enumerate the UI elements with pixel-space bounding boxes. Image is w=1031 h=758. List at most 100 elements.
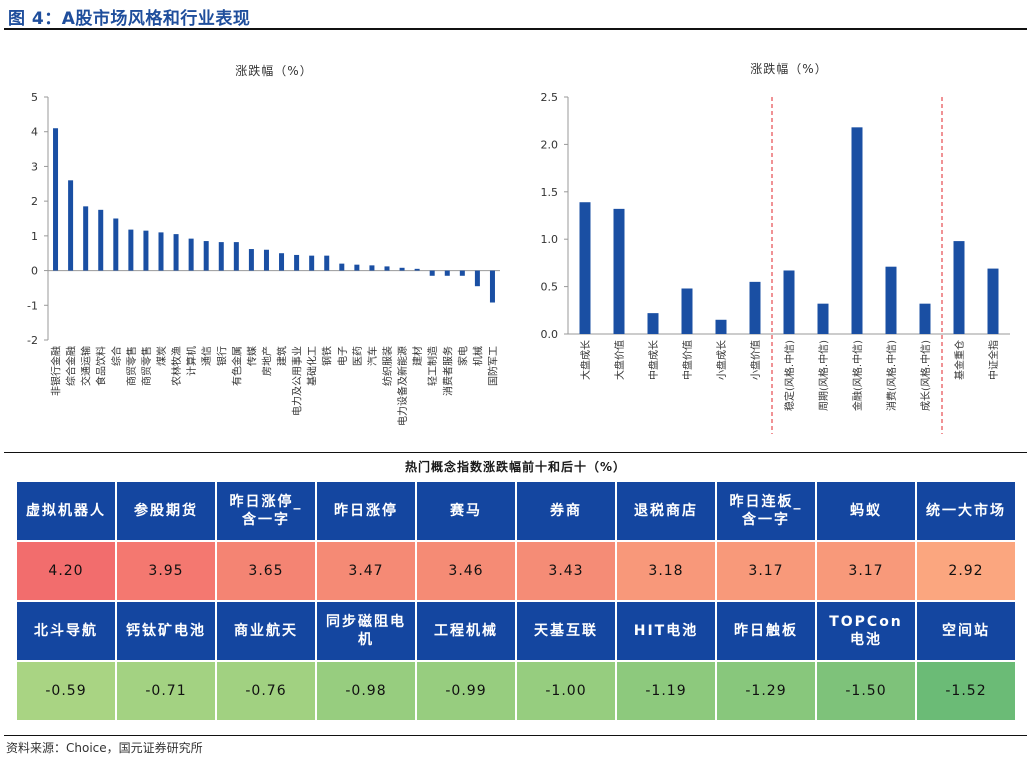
bar	[429, 270, 435, 276]
concept-name-cell: 昨日触板	[717, 602, 817, 662]
category-label: 消费者服务	[441, 346, 454, 396]
concept-name-cell: 赛马	[417, 482, 517, 542]
category-label: 稳定(风格.中信)	[783, 340, 796, 411]
bar	[647, 313, 659, 334]
concept-value-cell: -1.52	[917, 662, 1017, 722]
category-label: 煤炭	[155, 346, 168, 366]
category-label: 建筑	[276, 346, 289, 366]
concept-name-cell: 蚂蚁	[817, 482, 917, 542]
bar	[414, 268, 420, 271]
bar	[953, 241, 965, 334]
concept-name-cell: 昨日连板_含一字	[717, 482, 817, 542]
source-note: 资料来源：Choice，国元证券研究所	[6, 741, 203, 755]
concept-value-cell: 3.18	[617, 542, 717, 602]
chart-title: 涨跌幅（%）	[235, 63, 312, 78]
bottom-rule	[4, 735, 1027, 736]
category-label: 综合金融	[65, 346, 78, 386]
bar	[851, 127, 863, 334]
category-label: 国防军工	[486, 346, 499, 386]
chart-title: 涨跌幅（%）	[750, 61, 827, 76]
bar	[715, 319, 727, 334]
bar	[474, 270, 480, 287]
concept-name-cell: 券商	[517, 482, 617, 542]
category-label: 大盘成长	[579, 340, 592, 380]
concept-value-cell: 3.17	[717, 542, 817, 602]
category-label: 基金重仓	[953, 340, 966, 380]
category-label: 商贸零售	[125, 346, 138, 386]
concept-name-cell: 退税商店	[617, 482, 717, 542]
y-tick-label: -2	[27, 334, 38, 347]
bar	[885, 266, 897, 334]
category-label: 电子	[336, 346, 349, 366]
bar	[783, 270, 795, 334]
category-label: 大盘价值	[613, 340, 626, 380]
category-label: 计算机	[185, 346, 198, 376]
concept-value-cell: 3.46	[417, 542, 517, 602]
concept-value-cell: 4.20	[17, 542, 117, 602]
bar	[749, 281, 761, 334]
bar	[339, 263, 345, 271]
concept-name-cell: 商业航天	[217, 602, 317, 662]
category-label: 钢铁	[321, 346, 334, 366]
bar	[68, 180, 74, 271]
y-tick-label: 0	[31, 265, 38, 278]
bar	[613, 208, 625, 334]
bar	[218, 242, 224, 271]
concept-name-cell: 昨日涨停	[317, 482, 417, 542]
concept-name-cell: 虚拟机器人	[17, 482, 117, 542]
concept-value-cell: -0.98	[317, 662, 417, 722]
category-label: 小盘价值	[749, 340, 762, 380]
concept-name-cell: 空间站	[917, 602, 1017, 662]
category-label: 轻工制造	[426, 346, 439, 386]
style-bar-chart: 涨跌幅（%） 0.0 0.5 1.0 1.5 2.0 2.5 大盘成长 大盘价值 中盘成长 中盘价值…	[541, 61, 1010, 434]
concept-value-cell: -1.50	[817, 662, 917, 722]
concept-value-cell: 3.65	[217, 542, 317, 602]
bar	[399, 267, 405, 271]
category-label: 农林牧渔	[170, 346, 183, 386]
bar	[817, 303, 829, 334]
category-label: 有色金属	[230, 346, 243, 386]
category-label: 机械	[471, 346, 484, 366]
bar	[188, 238, 194, 271]
bar	[987, 268, 999, 334]
bar	[324, 255, 330, 271]
bar	[384, 266, 390, 271]
concept-value-cell: 3.95	[117, 542, 217, 602]
concept-name-cell: 昨日涨停_含一字	[217, 482, 317, 542]
y-tick-label: 5	[31, 91, 38, 104]
y-tick-label: 4	[31, 126, 38, 139]
bar	[579, 202, 591, 334]
category-label: 银行	[215, 346, 228, 366]
y-tick-label: 2	[31, 195, 38, 208]
bar	[919, 303, 931, 334]
industry-bar-chart: 涨跌幅（%）-2-1012345非银行金融 综合金融 交通运输 食品饮料 综合 商贸零售商…	[27, 63, 500, 426]
concept-value-cell: -1.29	[717, 662, 817, 722]
category-label: 纺织服装	[381, 346, 394, 386]
section-divider	[4, 452, 1027, 453]
concept-name-cell: 统一大市场	[917, 482, 1017, 542]
y-tick-label: 2.0	[541, 138, 559, 151]
concept-value-cell: -0.71	[117, 662, 217, 722]
concept-value-cell: 3.17	[817, 542, 917, 602]
concept-name-cell: 天基互联	[517, 602, 617, 662]
concept-name-cell: 参股期货	[117, 482, 217, 542]
bar	[233, 242, 239, 271]
bar	[369, 265, 375, 271]
y-tick-label: 1.5	[541, 186, 559, 199]
category-label: 医药	[352, 346, 364, 366]
bar	[444, 270, 450, 276]
concept-name-cell: 北斗导航	[17, 602, 117, 662]
category-label: 建材	[411, 346, 424, 366]
category-label: 通信	[201, 346, 213, 366]
concept-name-cell: TOPCon电池	[817, 602, 917, 662]
category-label: 家电	[456, 346, 469, 366]
bar	[53, 128, 59, 271]
bar	[263, 249, 269, 271]
bar	[158, 232, 164, 271]
bar	[279, 253, 285, 271]
concept-name-cell: 工程机械	[417, 602, 517, 662]
y-tick-label: 2.5	[541, 91, 559, 104]
bar	[128, 229, 134, 271]
bar	[248, 249, 254, 271]
bar	[83, 206, 89, 271]
